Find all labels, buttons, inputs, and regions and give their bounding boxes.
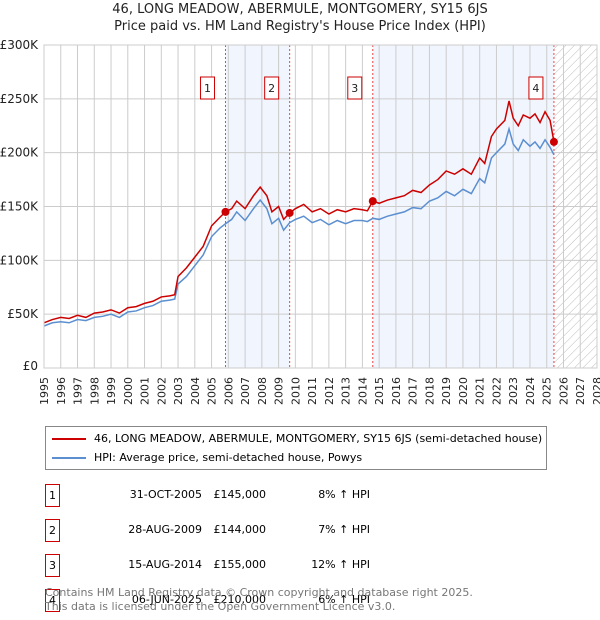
chart-subtitle: Price paid vs. HM Land Registry's House … [114, 19, 486, 34]
x-tick-label: 2000 [122, 377, 135, 405]
x-tick-label: 1995 [38, 377, 51, 405]
x-tick-label: 1999 [105, 377, 118, 405]
transaction-date: 06-JUN-2025 [131, 593, 202, 606]
y-tick-label: £0 [23, 359, 38, 373]
transaction-price: £155,000 [213, 558, 267, 571]
sale-point [549, 137, 558, 146]
transaction-price: £144,000 [213, 523, 267, 536]
transaction-marker: 3 [45, 554, 60, 577]
sale-label-box [528, 76, 544, 100]
x-tick-label: 2011 [306, 377, 319, 405]
sale-label: 4 [532, 82, 539, 95]
transaction-date: 31-OCT-2005 [129, 488, 202, 501]
legend-label: 46, LONG MEADOW, ABERMULE, MONTGOMERY, S… [94, 432, 543, 445]
legend-label: HPI: Average price, semi-detached house,… [94, 451, 363, 464]
y-tick-label: £50K [7, 307, 39, 321]
price-chart: 1995 1996 1997 1998 1999 2000 2001 2002 2003 2004… [0, 38, 600, 405]
x-tick-label: 2015 [373, 377, 386, 405]
x-tick-label: 2005 [206, 377, 219, 405]
x-tick-label: 2012 [323, 377, 336, 405]
footer-licence: This data is licensed under the Open Gov… [45, 600, 396, 613]
legend-item-hpi: HPI: Average price, semi-detached house,… [52, 451, 362, 465]
x-tick-label: 2013 [340, 377, 353, 405]
y-tick-label: £100K [0, 253, 39, 267]
x-tick-label: 2020 [457, 377, 470, 405]
y-tick-label: £300K [0, 38, 39, 52]
hpi-line [43, 126, 555, 327]
transaction-row: 4 06-JUN-2025 £210,000 6% ↑ HPI [45, 589, 445, 612]
transaction-row: 3 15-AUG-2014 £155,000 12% ↑ HPI [45, 554, 445, 577]
x-tick-label: 2003 [172, 377, 185, 405]
x-tick-label: 2009 [273, 377, 286, 405]
x-tick-label: 2007 [239, 377, 252, 405]
x-tick-label: 2027 [574, 377, 587, 405]
sale-label: 3 [351, 82, 358, 95]
x-tick-label: 1996 [55, 377, 68, 405]
x-tick-label: 2001 [139, 377, 152, 405]
x-tick-label: 2024 [524, 377, 537, 405]
sale-point [221, 207, 230, 216]
transaction-price: £210,000 [213, 593, 267, 606]
legend-swatch [52, 438, 86, 440]
transaction-hpi-diff: 12% ↑ HPI [311, 558, 370, 571]
sale-label-box [347, 76, 363, 100]
transaction-marker: 4 [45, 589, 60, 612]
x-tick-label: 2025 [541, 377, 554, 405]
x-tick-label: 1998 [88, 377, 101, 405]
price-paid-line [43, 100, 555, 324]
x-tick-label: 2014 [356, 377, 369, 405]
footer: Contains HM Land Registry data © Crown c… [45, 586, 473, 614]
x-tick-label: 2018 [423, 377, 436, 405]
transaction-price: £145,000 [213, 488, 267, 501]
x-tick-label: 2002 [155, 377, 168, 405]
x-tick-label: 1997 [72, 377, 85, 405]
sale-point [368, 197, 377, 206]
chart-title: 46, LONG MEADOW, ABERMULE, MONTGOMERY, S… [112, 2, 488, 17]
legend-swatch [52, 457, 86, 459]
transaction-hpi-diff: 7% ↑ HPI [318, 523, 370, 536]
y-tick-label: £200K [0, 146, 39, 160]
x-tick-label: 2010 [289, 377, 302, 405]
sale-label: 2 [268, 82, 275, 95]
x-tick-label: 2004 [189, 377, 202, 405]
x-tick-label: 2006 [222, 377, 235, 405]
transaction-hpi-diff: 6% ↑ HPI [318, 593, 370, 606]
sale-label: 1 [204, 82, 211, 95]
x-tick-label: 2017 [407, 377, 420, 405]
transaction-row: 2 28-AUG-2009 £144,000 7% ↑ HPI [45, 519, 445, 542]
y-tick-label: £250K [0, 92, 39, 106]
transaction-date: 15-AUG-2014 [128, 558, 202, 571]
sale-label-box [199, 76, 215, 100]
x-tick-label: 2023 [507, 377, 520, 405]
transaction-marker: 2 [45, 519, 60, 542]
x-tick-label: 2016 [390, 377, 403, 405]
x-tick-label: 2026 [557, 377, 570, 405]
transaction-marker: 1 [45, 484, 60, 507]
x-tick-label: 2008 [256, 377, 269, 405]
sale-point [285, 208, 294, 217]
footer-copyright: Contains HM Land Registry data © Crown c… [45, 586, 473, 599]
legend: 46, LONG MEADOW, ABERMULE, MONTGOMERY, S… [45, 426, 547, 470]
transaction-row: 1 31-OCT-2005 £145,000 8% ↑ HPI [45, 484, 445, 507]
x-tick-label: 2021 [474, 377, 487, 405]
x-tick-label: 2019 [440, 377, 453, 405]
sale-label-box [264, 76, 280, 100]
legend-item-price: 46, LONG MEADOW, ABERMULE, MONTGOMERY, S… [52, 432, 542, 446]
x-tick-label: 2028 [591, 377, 600, 405]
x-tick-label: 2022 [490, 377, 503, 405]
transaction-date: 28-AUG-2009 [128, 523, 202, 536]
transaction-hpi-diff: 8% ↑ HPI [318, 488, 370, 501]
y-tick-label: £150K [0, 200, 39, 214]
plot-border [43, 44, 598, 369]
